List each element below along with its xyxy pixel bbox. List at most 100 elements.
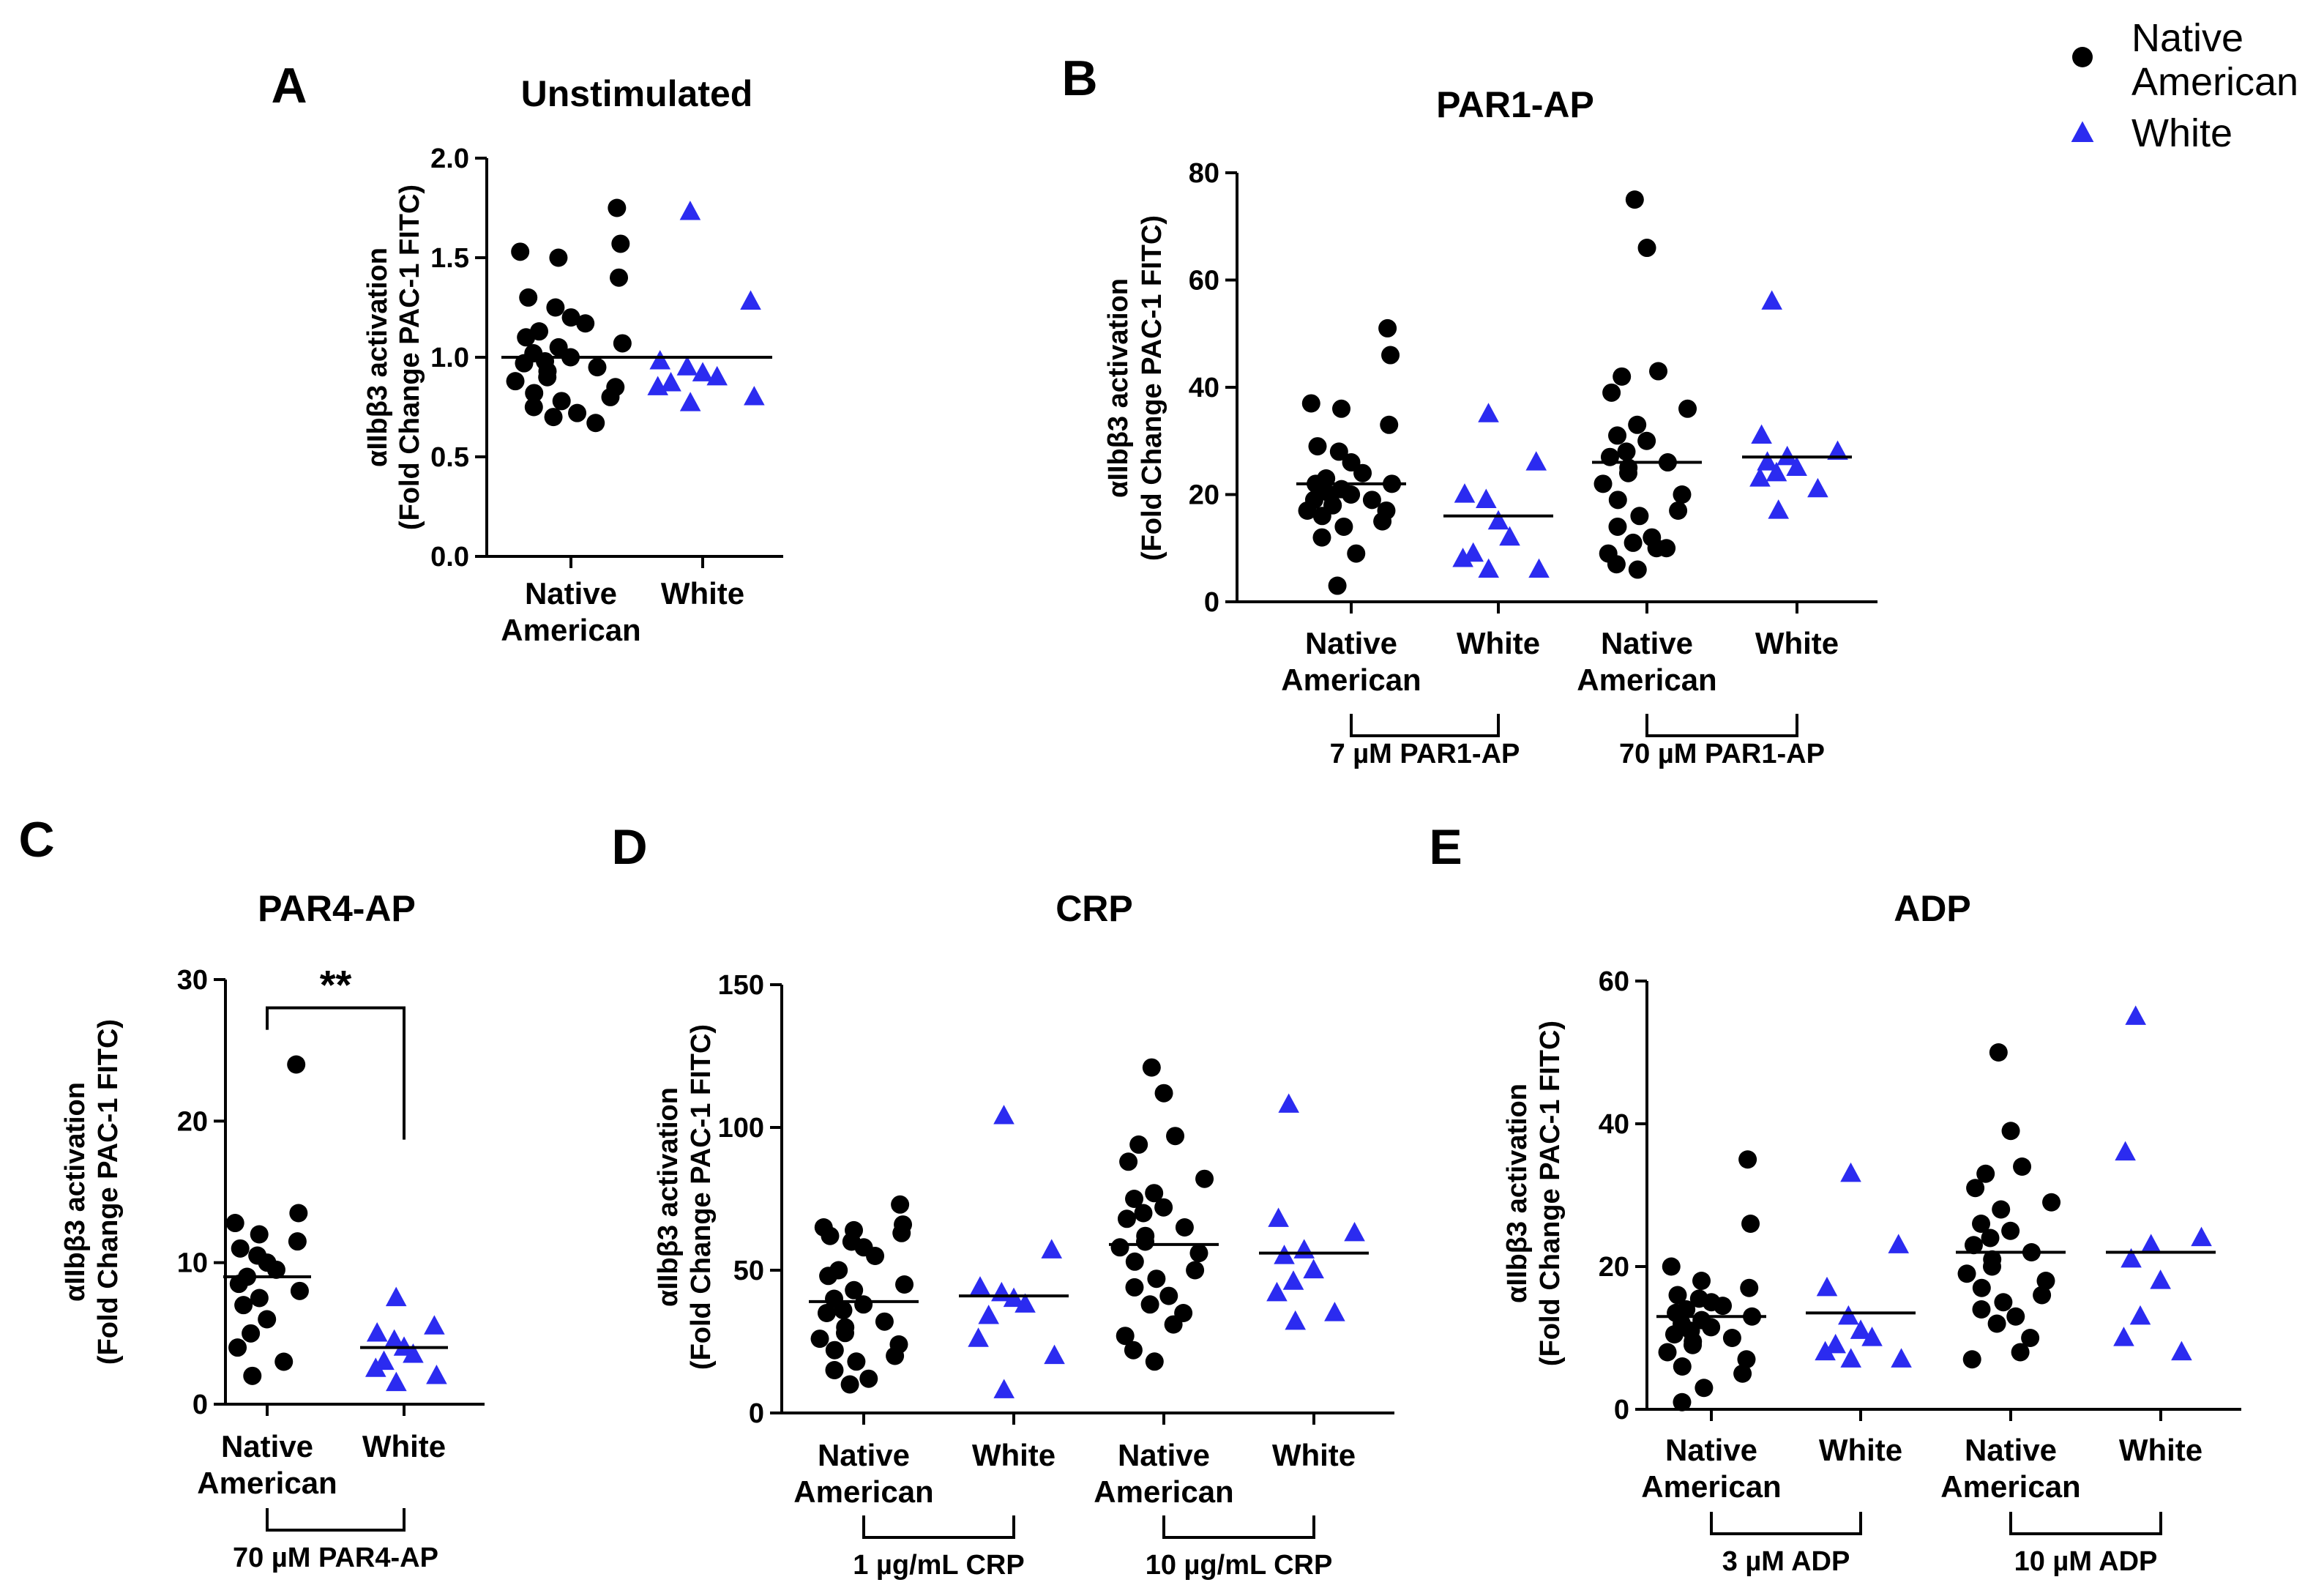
x-category-label: White	[1272, 1438, 1356, 1472]
data-point-native	[875, 1312, 894, 1331]
data-point-white	[1266, 1281, 1288, 1302]
data-point-white	[1827, 440, 1848, 460]
data-point-white	[706, 365, 728, 386]
data-point-white	[1749, 467, 1771, 487]
data-point-native	[231, 1239, 250, 1258]
data-point-white	[1757, 451, 1778, 471]
panel-letter: E	[1429, 819, 1462, 875]
data-point-native	[1647, 539, 1666, 558]
data-point-white	[1041, 1239, 1063, 1258]
y-tick-label: 60	[1189, 266, 1219, 297]
data-point-white	[1476, 488, 1497, 508]
data-point-native	[274, 1352, 294, 1371]
data-point-native	[290, 1281, 309, 1300]
data-point-native	[1116, 1327, 1135, 1346]
x-category-label: American	[793, 1474, 933, 1509]
data-point-native	[1983, 1257, 2002, 1276]
data-point-native	[234, 1296, 253, 1315]
data-point-native	[892, 1223, 911, 1242]
data-point-native	[845, 1280, 864, 1299]
condition-label: 3 µM ADP	[1722, 1546, 1850, 1577]
data-point-native	[1972, 1300, 1991, 1319]
data-point-native	[287, 1055, 306, 1074]
data-point-native	[1740, 1278, 1759, 1297]
data-point-native	[568, 403, 587, 422]
data-point-white	[424, 1315, 445, 1335]
data-point-white	[969, 1276, 991, 1296]
data-point-native	[228, 1338, 247, 1357]
data-point-native	[1981, 1228, 2000, 1248]
data-point-native	[601, 387, 620, 406]
data-point-native	[1673, 1357, 1692, 1376]
legend-label: Native	[2131, 16, 2243, 60]
data-point-native	[1308, 437, 1327, 456]
data-point-native	[1140, 1295, 1159, 1314]
data-point-native	[2021, 1329, 2040, 1347]
panel-a: A Unstimulated αIIbβ3 activation (Fold Chan…	[271, 58, 783, 647]
data-point-native	[242, 1324, 261, 1343]
y-tick-label: 0.0	[430, 542, 469, 573]
data-point-native	[1994, 1293, 2013, 1312]
data-point-native	[2036, 1272, 2055, 1290]
data-point-native	[549, 338, 568, 357]
data-point-white	[1786, 456, 1807, 476]
y-tick-label: 2.0	[430, 143, 469, 174]
data-point-native	[289, 1204, 308, 1223]
data-point-white	[993, 1105, 1015, 1125]
data-point-native	[1147, 1269, 1166, 1289]
x-category-label: Native	[525, 576, 617, 611]
panel-title: ADP	[1894, 888, 1971, 929]
data-point-native	[854, 1295, 873, 1314]
y-tick-label: 20	[1189, 480, 1219, 511]
significance-label: **	[320, 962, 352, 1008]
condition-label: 10 µg/mL CRP	[1146, 1550, 1333, 1581]
data-point-native	[519, 288, 538, 307]
data-point-native	[1593, 474, 1613, 493]
data-point-native	[1714, 1297, 1733, 1316]
data-point-native	[611, 234, 630, 253]
y-axis-label: αIIbβ3 activation	[362, 247, 393, 467]
data-point-native	[1189, 1244, 1208, 1263]
y-tick-label: 20	[177, 1106, 208, 1137]
data-point-white	[386, 1371, 407, 1392]
y-tick-label: 100	[718, 1113, 764, 1144]
condition-label: 70 µM PAR1-AP	[1619, 739, 1825, 769]
y-axis-label: αIIbβ3 activation	[653, 1087, 684, 1307]
data-point-white	[1268, 1207, 1289, 1227]
panel-letter: C	[18, 812, 54, 868]
x-category-label: White	[362, 1429, 446, 1463]
data-point-native	[1692, 1272, 1711, 1290]
data-point-white	[1525, 451, 1547, 471]
data-point-white	[1838, 1305, 1859, 1325]
data-point-native	[538, 368, 557, 387]
data-point-native	[1129, 1135, 1148, 1154]
y-tick-label: 60	[1599, 966, 1629, 997]
data-point-native	[1637, 431, 1656, 450]
data-point-white	[978, 1305, 999, 1324]
data-point-white	[1478, 558, 1499, 578]
data-point-white	[660, 372, 681, 392]
data-point-white	[385, 1286, 407, 1307]
data-point-native	[1957, 1264, 1976, 1283]
data-point-white	[1452, 548, 1473, 567]
condition-label: 7 µM PAR1-AP	[1330, 739, 1520, 769]
data-point-native	[2042, 1193, 2061, 1212]
condition-bracket	[2009, 1512, 2162, 1535]
data-point-native	[1684, 1335, 1703, 1354]
data-point-native	[1347, 544, 1366, 563]
data-point-native	[1630, 507, 1649, 526]
data-point-native	[549, 248, 568, 267]
x-category-label: White	[972, 1438, 1055, 1472]
data-point-native	[511, 242, 530, 261]
y-tick-label: 40	[1189, 373, 1219, 403]
panel-letter: A	[271, 58, 307, 113]
data-point-native	[1381, 346, 1400, 365]
data-point-native	[1664, 1325, 1684, 1344]
data-point-white	[1278, 1093, 1299, 1113]
panel-letter: B	[1061, 51, 1097, 106]
data-point-native	[610, 268, 629, 287]
data-point-white	[1282, 1270, 1304, 1290]
data-point-native	[1673, 485, 1692, 504]
